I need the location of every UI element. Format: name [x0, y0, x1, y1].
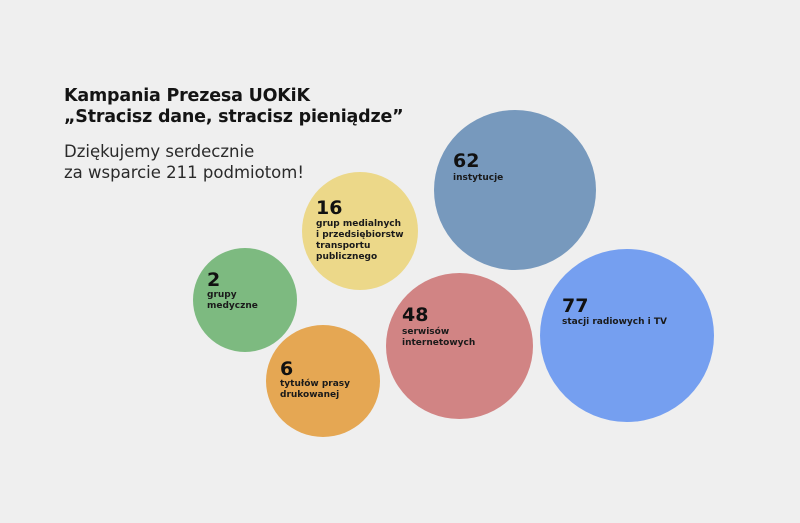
bubble-serwisy-internetowe: 48 serwisów internetowych: [386, 273, 533, 419]
bubble-value: 2: [207, 269, 221, 291]
bubble-tytuly-prasy: 6 tytułów prasy drukowanej: [266, 325, 380, 437]
bubble-value: 16: [316, 197, 343, 219]
bubble-label: serwisów internetowych: [402, 327, 476, 348]
bubble-label: grup medialnych i przedsiębiorstw transp…: [316, 219, 404, 262]
bubble-grupy-medyczne: 2 grupy medyczne: [193, 248, 297, 352]
bubble-grupy-medialne: 16 grup medialnych i przedsiębiorstw tra…: [302, 172, 418, 290]
subtitle-line-1: Dziękujemy serdecznie: [64, 142, 255, 161]
subtitle: Dziękujemy serdecznie za wsparcie 211 po…: [64, 141, 304, 183]
bubble-label: grupy medyczne: [207, 290, 258, 311]
bubble-value: 6: [280, 358, 294, 380]
bubble-instytucje: 62 instytucje: [434, 110, 596, 270]
bubble-label: stacji radiowych i TV: [562, 317, 667, 327]
bubble-label: instytucje: [453, 173, 504, 183]
title-line-2: „Stracisz dane, stracisz pieniądze”: [64, 107, 404, 127]
bubble-value: 77: [562, 295, 589, 317]
bubble-value: 62: [453, 150, 480, 172]
subtitle-line-2: za wsparcie 211 podmiotom!: [64, 163, 304, 182]
bubble-stacje-radiowe-tv: 77 stacji radiowych i TV: [540, 249, 714, 422]
bubble-value: 48: [402, 304, 429, 326]
bubble-label: tytułów prasy drukowanej: [280, 379, 351, 400]
title: Kampania Prezesa UOKiK „Stracisz dane, s…: [64, 86, 404, 128]
title-line-1: Kampania Prezesa UOKiK: [64, 86, 310, 106]
